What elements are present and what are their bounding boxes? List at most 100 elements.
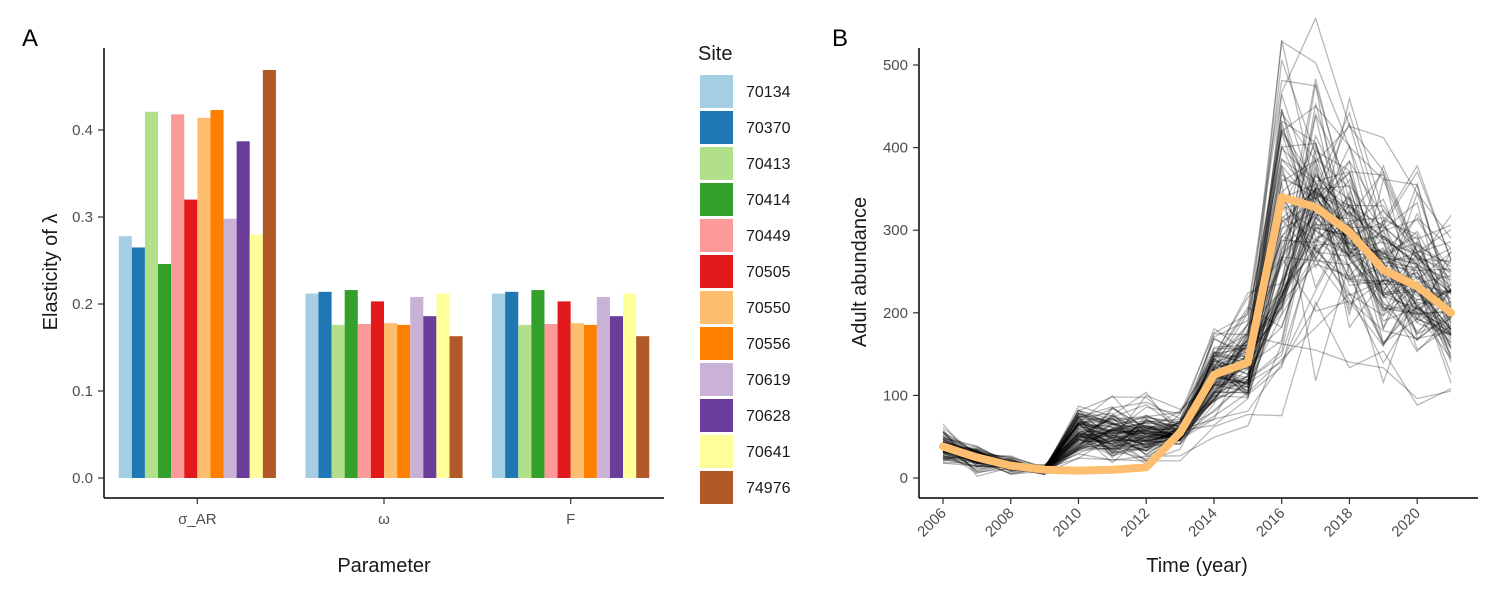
x-axis-title: Time (year) xyxy=(1146,555,1247,577)
x-tick-label: 2006 xyxy=(914,505,950,541)
legend-swatch-70413 xyxy=(700,147,733,180)
y-tick-label: 0.3 xyxy=(72,209,93,226)
bar-70413-0 xyxy=(144,111,159,478)
legend-swatch-70414 xyxy=(700,183,733,216)
x-ticks: 2006 2008 2010 2012 2014 2016 2018 2020 xyxy=(914,498,1424,540)
trajectory-line xyxy=(942,190,1452,474)
bar-70414-2 xyxy=(531,290,545,478)
bar-70550-0 xyxy=(197,117,211,478)
y-tick-label: 0.1 xyxy=(72,383,93,400)
bar-70414-0 xyxy=(158,263,172,478)
bar-group xyxy=(118,69,650,479)
legend-swatch-74976 xyxy=(700,471,733,504)
x-tick-label: 2020 xyxy=(1388,505,1424,541)
x-tick-label: 2014 xyxy=(1185,505,1221,541)
y-tick-label: 500 xyxy=(883,57,908,74)
x-tick-label: σ_AR xyxy=(178,511,217,528)
bar-74976-2 xyxy=(636,336,650,478)
bar-70449-2 xyxy=(544,324,558,478)
legend-swatch-70641 xyxy=(700,435,733,468)
bar-70550-2 xyxy=(570,323,584,478)
legend-label-70449: 70449 xyxy=(746,228,791,245)
legend-label-70556: 70556 xyxy=(746,336,791,353)
highlight-series-line xyxy=(939,193,1455,475)
panel-b-label: B xyxy=(832,25,848,52)
legend-title: Site xyxy=(698,43,732,65)
bar-70134-1 xyxy=(305,293,319,478)
y-ticks: 0 100 200 300 400 500 xyxy=(883,57,919,487)
legend-swatch-70370 xyxy=(700,111,733,144)
bar-70370-0 xyxy=(131,247,145,478)
y-tick-label: 0.4 xyxy=(72,122,93,139)
legend-label-70134: 70134 xyxy=(746,84,791,101)
legend-label-70641: 70641 xyxy=(746,444,791,461)
bar-70370-1 xyxy=(318,291,332,478)
legend-swatch-70556 xyxy=(700,327,733,360)
bar-70413-1 xyxy=(331,324,345,478)
legend-label-70370: 70370 xyxy=(746,120,791,137)
legend-swatch-70449 xyxy=(700,219,733,252)
bar-70556-2 xyxy=(583,324,597,478)
y-tick-label: 0.2 xyxy=(72,296,93,313)
bar-70550-1 xyxy=(384,323,398,478)
x-tick-label: 2012 xyxy=(1117,505,1153,541)
trajectory-line xyxy=(942,251,1452,475)
bar-70449-0 xyxy=(171,114,185,478)
panel-a-label: A xyxy=(22,25,38,52)
bar-70628-1 xyxy=(423,316,437,478)
y-tick-label: 400 xyxy=(883,140,908,157)
trajectory-line xyxy=(942,109,1452,475)
y-tick-label: 300 xyxy=(883,222,908,239)
y-tick-label: 200 xyxy=(883,305,908,322)
bar-70628-2 xyxy=(609,316,624,478)
panel-a-elasticity-bar-chart: A 0.0 0.1 0.2 0.3 0.4 σ_AR ω F Parameter Elast… xyxy=(22,25,791,577)
x-ticks: σ_AR ω F xyxy=(178,498,575,528)
x-axis-title: Parameter xyxy=(337,555,431,577)
legend: 70134 70370 70413 70414 70449 70505 70550 70556… xyxy=(700,75,791,504)
legend-swatch-70134 xyxy=(700,75,733,108)
legend-swatch-70619 xyxy=(700,363,733,396)
trajectory-line xyxy=(942,256,1452,471)
legend-label-70414: 70414 xyxy=(746,192,791,209)
bar-70505-1 xyxy=(370,301,384,478)
x-tick-label: 2008 xyxy=(982,505,1018,541)
y-axis-title: Elasticity of λ xyxy=(40,214,62,331)
bar-70414-1 xyxy=(344,290,358,478)
y-tick-label: 0.0 xyxy=(72,470,93,487)
x-tick-label: 2016 xyxy=(1253,505,1289,541)
bar-70641-1 xyxy=(436,293,450,478)
trajectory-line xyxy=(942,285,1452,469)
legend-label-74976: 74976 xyxy=(746,480,791,497)
bar-70628-0 xyxy=(236,141,250,478)
bar-74976-1 xyxy=(449,336,463,478)
legend-swatch-70505 xyxy=(700,255,733,288)
y-tick-label: 100 xyxy=(883,387,908,404)
legend-label-70505: 70505 xyxy=(746,264,791,281)
x-tick-label: 2010 xyxy=(1050,505,1086,541)
x-tick-label: F xyxy=(566,511,575,528)
legend-label-70628: 70628 xyxy=(746,408,791,425)
bar-70505-0 xyxy=(184,199,198,478)
bar-70619-1 xyxy=(410,297,424,478)
bar-70619-0 xyxy=(223,218,237,479)
trajectory-line xyxy=(942,142,1452,473)
bar-70505-2 xyxy=(557,301,571,478)
bar-70134-2 xyxy=(492,293,506,478)
legend-swatch-70628 xyxy=(700,399,733,432)
bar-70449-1 xyxy=(357,324,371,478)
bar-70413-2 xyxy=(518,324,532,478)
legend-label-70550: 70550 xyxy=(746,300,791,317)
bar-74976-0 xyxy=(262,69,276,478)
legend-label-70619: 70619 xyxy=(746,372,791,389)
trajectory-line xyxy=(942,133,1452,474)
legend-label-70413: 70413 xyxy=(746,156,791,173)
bar-70619-2 xyxy=(596,297,610,478)
x-tick-label: 2018 xyxy=(1321,505,1357,541)
bar-70641-2 xyxy=(623,293,637,478)
y-ticks: 0.0 0.1 0.2 0.3 0.4 xyxy=(72,122,104,487)
y-tick-label: 0 xyxy=(900,470,908,487)
bar-70556-1 xyxy=(397,324,411,478)
